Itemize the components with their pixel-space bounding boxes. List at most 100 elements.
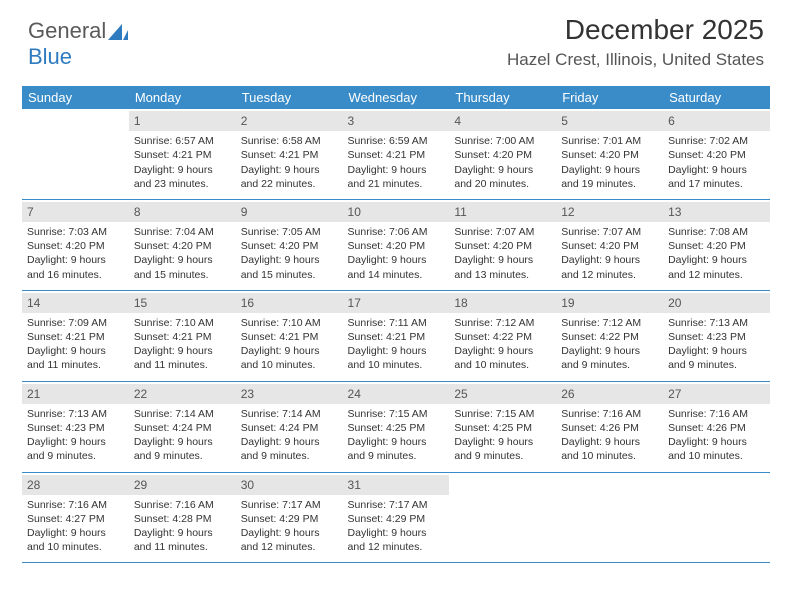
day-number: 26	[556, 384, 663, 404]
day-number: 22	[129, 384, 236, 404]
day-number: 9	[236, 202, 343, 222]
day-number: 23	[236, 384, 343, 404]
calendar-week-row: 28 Sunrise: 7:16 AMSunset: 4:27 PMDayligh…	[22, 472, 770, 563]
calendar-day-cell: 3 Sunrise: 6:59 AMSunset: 4:21 PMDaylight…	[343, 109, 450, 199]
day-info: Sunrise: 6:57 AMSunset: 4:21 PMDaylight:…	[133, 134, 232, 191]
day-info: Sunrise: 7:13 AMSunset: 4:23 PMDaylight:…	[26, 407, 125, 464]
day-number: 17	[343, 293, 450, 313]
calendar-day-cell: 11 Sunrise: 7:07 AMSunset: 4:20 PMDayligh…	[449, 199, 556, 290]
calendar-day-cell: 20 Sunrise: 7:13 AMSunset: 4:23 PMDayligh…	[663, 290, 770, 381]
day-header: Monday	[129, 86, 236, 109]
day-number: 3	[343, 111, 450, 131]
calendar-header-row: SundayMondayTuesdayWednesdayThursdayFrid…	[22, 86, 770, 109]
day-number: 7	[22, 202, 129, 222]
day-number: 19	[556, 293, 663, 313]
day-number: 12	[556, 202, 663, 222]
day-info: Sunrise: 7:16 AMSunset: 4:28 PMDaylight:…	[133, 498, 232, 555]
calendar-day-cell: 26Sunrise: 7:16 AMSunset: 4:26 PMDayligh…	[556, 381, 663, 472]
day-info: Sunrise: 7:16 AMSunset: 4:26 PMDaylight:…	[667, 407, 766, 464]
day-info: Sunrise: 7:02 AMSunset: 4:20 PMDaylight:…	[667, 134, 766, 191]
day-number: 2	[236, 111, 343, 131]
day-info: Sunrise: 7:15 AMSunset: 4:25 PMDaylight:…	[453, 407, 552, 464]
day-info: Sunrise: 7:13 AMSunset: 4:23 PMDaylight:…	[667, 316, 766, 373]
day-number: 6	[663, 111, 770, 131]
day-number: 14	[22, 293, 129, 313]
calendar-day-cell: 9Sunrise: 7:05 AMSunset: 4:20 PMDaylight…	[236, 199, 343, 290]
day-header: Saturday	[663, 86, 770, 109]
day-number: 30	[236, 475, 343, 495]
calendar-day-cell: 1 Sunrise: 6:57 AMSunset: 4:21 PMDaylight…	[129, 109, 236, 199]
day-info: Sunrise: 7:15 AMSunset: 4:25 PMDaylight:…	[347, 407, 446, 464]
day-info: Sunrise: 7:03 AMSunset: 4:20 PMDaylight:…	[26, 225, 125, 282]
day-info: Sunrise: 7:14 AMSunset: 4:24 PMDaylight:…	[240, 407, 339, 464]
calendar-day-cell: 7 Sunrise: 7:03 AMSunset: 4:20 PMDaylight…	[22, 199, 129, 290]
logo-text-gray: General	[28, 18, 106, 43]
day-info: Sunrise: 6:58 AMSunset: 4:21 PMDaylight:…	[240, 134, 339, 191]
day-number: 11	[449, 202, 556, 222]
calendar-day-cell: 19 Sunrise: 7:12 AMSunset: 4:22 PMDayligh…	[556, 290, 663, 381]
day-info: Sunrise: 6:59 AMSunset: 4:21 PMDaylight:…	[347, 134, 446, 191]
day-number: 13	[663, 202, 770, 222]
day-header: Tuesday	[236, 86, 343, 109]
day-number: 25	[449, 384, 556, 404]
day-info: Sunrise: 7:00 AMSunset: 4:20 PMDaylight:…	[453, 134, 552, 191]
day-number: 10	[343, 202, 450, 222]
calendar-day-cell: 5 Sunrise: 7:01 AMSunset: 4:20 PMDaylight…	[556, 109, 663, 199]
calendar-day-cell: 25 Sunrise: 7:15 AMSunset: 4:25 PMDayligh…	[449, 381, 556, 472]
day-number: 4	[449, 111, 556, 131]
day-number: 1	[129, 111, 236, 131]
day-number: 21	[22, 384, 129, 404]
day-info: Sunrise: 7:11 AMSunset: 4:21 PMDaylight:…	[347, 316, 446, 373]
calendar-day-cell: 21 Sunrise: 7:13 AMSunset: 4:23 PMDayligh…	[22, 381, 129, 472]
day-number: 28	[22, 475, 129, 495]
calendar-day-cell: 16Sunrise: 7:10 AMSunset: 4:21 PMDayligh…	[236, 290, 343, 381]
day-info: Sunrise: 7:14 AMSunset: 4:24 PMDaylight:…	[133, 407, 232, 464]
day-info: Sunrise: 7:08 AMSunset: 4:20 PMDaylight:…	[667, 225, 766, 282]
day-number: 31	[343, 475, 450, 495]
calendar-day-cell: 17 Sunrise: 7:11 AMSunset: 4:21 PMDayligh…	[343, 290, 450, 381]
calendar-day-cell: 24 Sunrise: 7:15 AMSunset: 4:25 PMDayligh…	[343, 381, 450, 472]
calendar-day-cell: 27 Sunrise: 7:16 AMSunset: 4:26 PMDayligh…	[663, 381, 770, 472]
calendar-day-cell: 18 Sunrise: 7:12 AMSunset: 4:22 PMDayligh…	[449, 290, 556, 381]
calendar-day-cell: 23 Sunrise: 7:14 AMSunset: 4:24 PMDayligh…	[236, 381, 343, 472]
day-info: Sunrise: 7:01 AMSunset: 4:20 PMDaylight:…	[560, 134, 659, 191]
calendar-day-cell: 12Sunrise: 7:07 AMSunset: 4:20 PMDayligh…	[556, 199, 663, 290]
day-info: Sunrise: 7:04 AMSunset: 4:20 PMDaylight:…	[133, 225, 232, 282]
day-info: Sunrise: 7:16 AMSunset: 4:27 PMDaylight:…	[26, 498, 125, 555]
calendar-day-cell	[22, 109, 129, 199]
day-number: 24	[343, 384, 450, 404]
calendar-body: 1 Sunrise: 6:57 AMSunset: 4:21 PMDaylight…	[22, 109, 770, 563]
day-number: 5	[556, 111, 663, 131]
day-header: Wednesday	[343, 86, 450, 109]
page-title: December 2025	[507, 14, 764, 46]
calendar-day-cell: 31 Sunrise: 7:17 AMSunset: 4:29 PMDayligh…	[343, 472, 450, 563]
day-number: 18	[449, 293, 556, 313]
day-number: 15	[129, 293, 236, 313]
day-number: 20	[663, 293, 770, 313]
day-info: Sunrise: 7:12 AMSunset: 4:22 PMDaylight:…	[560, 316, 659, 373]
calendar-day-cell: 30 Sunrise: 7:17 AMSunset: 4:29 PMDayligh…	[236, 472, 343, 563]
day-info: Sunrise: 7:17 AMSunset: 4:29 PMDaylight:…	[347, 498, 446, 555]
calendar-week-row: 21 Sunrise: 7:13 AMSunset: 4:23 PMDayligh…	[22, 381, 770, 472]
calendar-day-cell: 22 Sunrise: 7:14 AMSunset: 4:24 PMDayligh…	[129, 381, 236, 472]
calendar-day-cell	[449, 472, 556, 563]
calendar-day-cell: 10 Sunrise: 7:06 AMSunset: 4:20 PMDayligh…	[343, 199, 450, 290]
calendar-day-cell: 15 Sunrise: 7:10 AMSunset: 4:21 PMDayligh…	[129, 290, 236, 381]
header: December 2025 Hazel Crest, Illinois, Uni…	[507, 14, 764, 70]
day-info: Sunrise: 7:07 AMSunset: 4:20 PMDaylight:…	[453, 225, 552, 282]
day-info: Sunrise: 7:09 AMSunset: 4:21 PMDaylight:…	[26, 316, 125, 373]
day-info: Sunrise: 7:10 AMSunset: 4:21 PMDaylight:…	[133, 316, 232, 373]
calendar-day-cell: 4 Sunrise: 7:00 AMSunset: 4:20 PMDaylight…	[449, 109, 556, 199]
location-text: Hazel Crest, Illinois, United States	[507, 50, 764, 70]
calendar-day-cell: 8 Sunrise: 7:04 AMSunset: 4:20 PMDaylight…	[129, 199, 236, 290]
day-header: Sunday	[22, 86, 129, 109]
day-info: Sunrise: 7:12 AMSunset: 4:22 PMDaylight:…	[453, 316, 552, 373]
day-number: 8	[129, 202, 236, 222]
day-number: 27	[663, 384, 770, 404]
calendar-day-cell: 6 Sunrise: 7:02 AMSunset: 4:20 PMDaylight…	[663, 109, 770, 199]
calendar-day-cell: 13 Sunrise: 7:08 AMSunset: 4:20 PMDayligh…	[663, 199, 770, 290]
calendar-week-row: 1 Sunrise: 6:57 AMSunset: 4:21 PMDaylight…	[22, 109, 770, 199]
day-info: Sunrise: 7:17 AMSunset: 4:29 PMDaylight:…	[240, 498, 339, 555]
day-info: Sunrise: 7:06 AMSunset: 4:20 PMDaylight:…	[347, 225, 446, 282]
logo: General Blue	[28, 18, 128, 70]
